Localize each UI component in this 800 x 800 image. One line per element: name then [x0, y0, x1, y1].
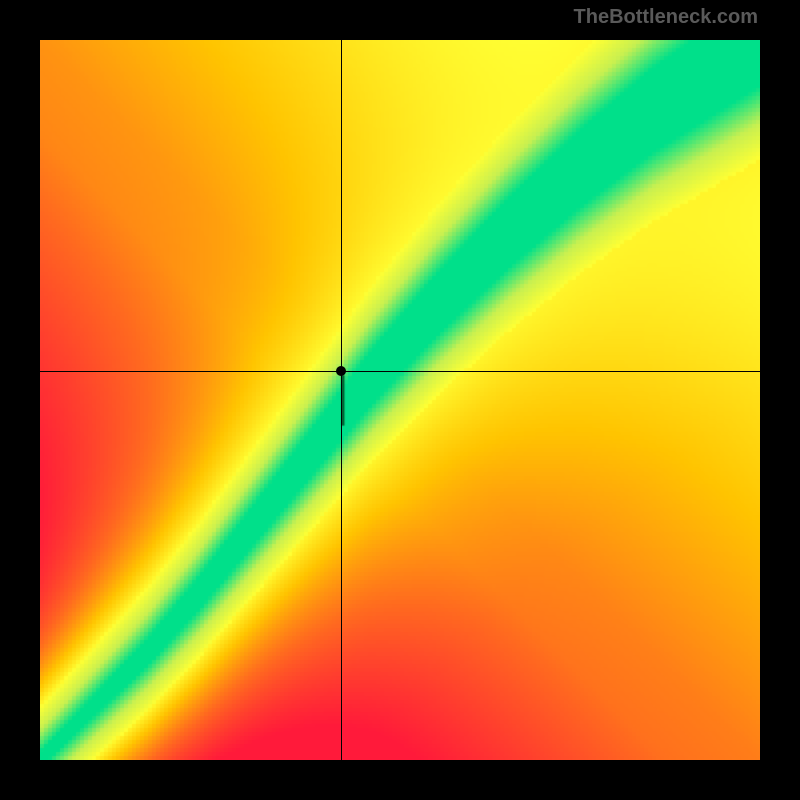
- plot-area: [40, 40, 760, 760]
- chart-frame: TheBottleneck.com: [0, 0, 800, 800]
- marker-dot: [336, 366, 346, 376]
- crosshair-horizontal: [40, 371, 760, 372]
- heatmap-canvas: [40, 40, 760, 760]
- watermark-text: TheBottleneck.com: [574, 6, 758, 29]
- crosshair-vertical: [341, 40, 342, 760]
